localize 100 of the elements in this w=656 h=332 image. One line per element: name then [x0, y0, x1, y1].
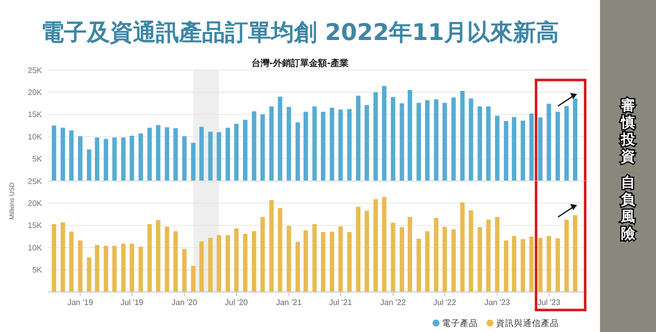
bar	[269, 200, 274, 292]
bar	[529, 114, 534, 181]
x-tick-label: Jul '23	[537, 298, 561, 307]
bar	[173, 231, 178, 292]
bar	[260, 114, 265, 181]
bar	[94, 137, 100, 181]
bar	[156, 220, 160, 292]
bar	[216, 235, 222, 292]
y-tick-label: 5K	[32, 266, 43, 275]
bar	[512, 117, 516, 181]
bar	[425, 231, 430, 292]
chart-title: 電子及資通訊產品訂單均創 2022年11月以來新高	[40, 19, 560, 46]
legend-label: 資訊與通信產品	[496, 318, 559, 329]
bar	[60, 128, 66, 181]
bar	[564, 220, 569, 292]
text: 自負風險	[620, 175, 636, 242]
bar	[234, 228, 239, 292]
bar	[173, 128, 178, 181]
bar	[486, 106, 491, 181]
bar	[312, 224, 317, 292]
bar	[104, 246, 108, 292]
bar	[304, 112, 308, 181]
bar	[94, 244, 100, 292]
bar	[442, 226, 447, 292]
bar	[390, 222, 396, 292]
bar	[529, 236, 534, 292]
x-tick-label: Jan '20	[172, 298, 198, 307]
x-tick-label: Jan '23	[484, 298, 511, 307]
bar	[191, 266, 196, 292]
bar	[147, 224, 152, 292]
text: 審慎投資	[620, 97, 636, 165]
bar	[460, 90, 465, 181]
x-tick-label: Jan '21	[276, 298, 302, 307]
bar	[269, 106, 274, 181]
bar	[364, 210, 370, 292]
bar	[191, 142, 196, 181]
bar	[208, 238, 213, 292]
bar	[52, 224, 56, 292]
bar	[338, 226, 343, 292]
bar	[390, 97, 396, 181]
bar	[138, 246, 143, 292]
bar	[164, 226, 170, 292]
y-tick-label: 5K	[32, 154, 43, 164]
bar	[130, 136, 134, 181]
bar	[208, 132, 213, 181]
bar	[234, 124, 239, 181]
y-tick-label: 25K	[28, 66, 43, 75]
bar	[69, 130, 74, 181]
bar	[338, 110, 343, 181]
bar	[121, 137, 126, 181]
bar	[538, 118, 543, 181]
chart-subtitle: 台灣-外銷訂單金額-產業	[251, 58, 349, 69]
bar	[260, 216, 265, 292]
y-tick-label: 20K	[28, 199, 43, 208]
bar	[104, 138, 108, 181]
bar	[382, 86, 386, 181]
x-tick-label: Jul '20	[224, 298, 248, 307]
bar	[78, 240, 82, 292]
bar	[512, 236, 516, 292]
bar	[164, 127, 170, 181]
bar	[296, 242, 300, 292]
bar	[138, 133, 143, 181]
bar	[112, 137, 117, 181]
bar	[252, 231, 256, 292]
bar	[400, 103, 404, 181]
bar	[69, 232, 74, 292]
bar	[451, 229, 456, 292]
y-tick-label: 15K	[28, 110, 43, 120]
bar	[252, 111, 256, 181]
bar	[320, 112, 326, 181]
bar	[199, 241, 204, 292]
bar	[564, 106, 569, 181]
bar	[312, 106, 317, 181]
y-tick-label: 10K	[28, 243, 43, 252]
bar	[520, 120, 526, 181]
x-tick-label: Jul '19	[120, 298, 144, 307]
bar	[226, 128, 230, 181]
bar	[504, 240, 508, 292]
bar	[182, 136, 187, 181]
bar	[78, 136, 82, 181]
bar	[226, 235, 230, 292]
bar	[243, 120, 248, 181]
bar	[86, 149, 92, 181]
bar	[304, 230, 308, 292]
bar	[356, 96, 360, 181]
bar	[460, 202, 465, 292]
bar	[278, 208, 282, 292]
bar	[495, 216, 500, 292]
bar	[373, 199, 378, 292]
bar	[278, 96, 282, 181]
bar	[451, 98, 456, 181]
bar	[286, 106, 292, 181]
bar	[121, 244, 126, 292]
bar	[400, 227, 404, 292]
bar	[546, 104, 552, 181]
bar	[330, 232, 334, 292]
bar	[572, 215, 578, 292]
legend-label: 電子產品	[442, 318, 478, 329]
bar	[556, 238, 560, 292]
bar	[356, 206, 360, 292]
